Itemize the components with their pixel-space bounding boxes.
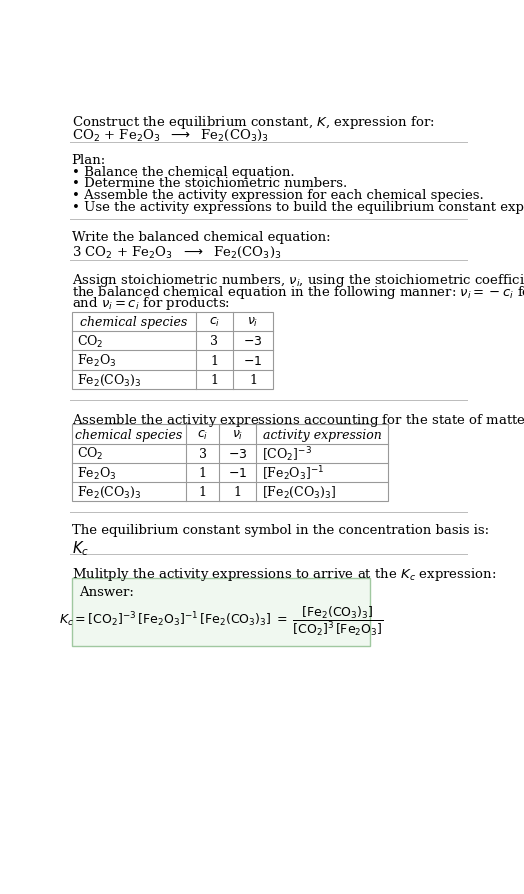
Text: $-1$: $-1$ (244, 354, 263, 367)
Text: 1: 1 (199, 467, 206, 479)
Text: chemical species: chemical species (75, 428, 183, 441)
Text: CO$_2$: CO$_2$ (77, 333, 104, 350)
Text: The equilibrium constant symbol in the concentration basis is:: The equilibrium constant symbol in the c… (72, 523, 489, 536)
Text: 3 CO$_2$ + Fe$_2$O$_3$  $\longrightarrow$  Fe$_2$(CO$_3$)$_3$: 3 CO$_2$ + Fe$_2$O$_3$ $\longrightarrow$… (72, 244, 281, 259)
Text: $\nu_i$: $\nu_i$ (247, 316, 259, 329)
Text: • Determine the stoichiometric numbers.: • Determine the stoichiometric numbers. (72, 177, 347, 190)
Text: • Assemble the activity expression for each chemical species.: • Assemble the activity expression for e… (72, 189, 484, 202)
FancyBboxPatch shape (72, 578, 370, 646)
Text: and $\nu_i = c_i$ for products:: and $\nu_i = c_i$ for products: (72, 295, 230, 312)
Text: [CO$_2$]$^{-3}$: [CO$_2$]$^{-3}$ (261, 444, 311, 463)
Text: [Fe$_2$O$_3$]$^{-1}$: [Fe$_2$O$_3$]$^{-1}$ (261, 464, 324, 483)
Text: $-3$: $-3$ (243, 335, 263, 348)
Text: chemical species: chemical species (80, 316, 187, 329)
Text: activity expression: activity expression (263, 428, 381, 441)
Text: $K_c$: $K_c$ (72, 539, 89, 558)
Text: Answer:: Answer: (80, 585, 134, 598)
Text: Fe$_2$(CO$_3$)$_3$: Fe$_2$(CO$_3$)$_3$ (77, 372, 142, 387)
Text: • Use the activity expressions to build the equilibrium constant expression.: • Use the activity expressions to build … (72, 200, 524, 214)
Text: $c_i$: $c_i$ (209, 316, 220, 329)
Text: $K_c = [\mathrm{CO_2}]^{-3}\,[\mathrm{Fe_2O_3}]^{-1}\,[\mathrm{Fe_2(CO_3)_3}]$$\: $K_c = [\mathrm{CO_2}]^{-3}\,[\mathrm{Fe… (59, 604, 383, 637)
Text: Fe$_2$O$_3$: Fe$_2$O$_3$ (77, 465, 116, 481)
Text: 1: 1 (210, 354, 219, 367)
Text: 1: 1 (234, 485, 242, 499)
Bar (72, 425, 388, 502)
Text: $\nu_i$: $\nu_i$ (232, 428, 243, 441)
Text: 1: 1 (249, 374, 257, 386)
Text: $-3$: $-3$ (228, 447, 247, 460)
Bar (72, 313, 273, 390)
Text: Mulitply the activity expressions to arrive at the $K_c$ expression:: Mulitply the activity expressions to arr… (72, 565, 496, 582)
Text: Construct the equilibrium constant, $K$, expression for:: Construct the equilibrium constant, $K$,… (72, 114, 434, 131)
Text: the balanced chemical equation in the following manner: $\nu_i = -c_i$ for react: the balanced chemical equation in the fo… (72, 283, 524, 300)
Text: Write the balanced chemical equation:: Write the balanced chemical equation: (72, 231, 330, 243)
Text: • Balance the chemical equation.: • Balance the chemical equation. (72, 165, 294, 179)
Text: CO$_2$ + Fe$_2$O$_3$  $\longrightarrow$  Fe$_2$(CO$_3$)$_3$: CO$_2$ + Fe$_2$O$_3$ $\longrightarrow$ F… (72, 127, 269, 142)
Text: 3: 3 (210, 335, 219, 348)
Text: [Fe$_2$(CO$_3$)$_3$]: [Fe$_2$(CO$_3$)$_3$] (261, 485, 336, 500)
Text: CO$_2$: CO$_2$ (77, 446, 104, 462)
Text: 1: 1 (199, 485, 206, 499)
Text: Assemble the activity expressions accounting for the state of matter and $\nu_i$: Assemble the activity expressions accoun… (72, 411, 524, 428)
Text: $-1$: $-1$ (228, 467, 247, 479)
Text: Fe$_2$O$_3$: Fe$_2$O$_3$ (77, 352, 116, 368)
Text: Assign stoichiometric numbers, $\nu_i$, using the stoichiometric coefficients, $: Assign stoichiometric numbers, $\nu_i$, … (72, 272, 524, 289)
Text: $c_i$: $c_i$ (197, 428, 209, 441)
Text: Fe$_2$(CO$_3$)$_3$: Fe$_2$(CO$_3$)$_3$ (77, 485, 142, 500)
Text: 1: 1 (210, 374, 219, 386)
Text: Plan:: Plan: (72, 154, 106, 166)
Text: 3: 3 (199, 447, 206, 460)
